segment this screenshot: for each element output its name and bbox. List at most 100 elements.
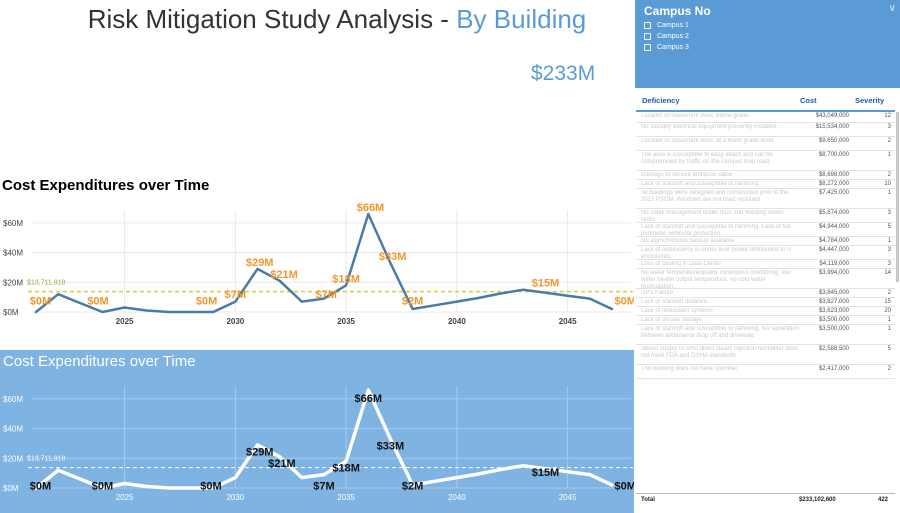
column-header-cost[interactable]: Cost: [800, 96, 817, 105]
severity-cell: 5: [887, 224, 891, 230]
slicer-option-campus-2[interactable]: Campus 2: [644, 31, 689, 42]
cost-cell: $2,588,500: [818, 346, 849, 352]
x-tick-label: 2030: [226, 317, 244, 326]
table-row[interactable]: Steam supply to AHU direct steam injecti…: [636, 345, 895, 365]
cost-cell: $4,119,000: [819, 261, 849, 267]
table-row[interactable]: Lack of redundancy in under floor power …: [636, 246, 895, 260]
table-row[interactable]: Loss of cooling in Data Center $4,119,000…: [636, 260, 895, 269]
chart2-title: Cost Expenditures over Time: [3, 353, 196, 370]
series-line: [34, 388, 614, 490]
severity-cell: 5: [887, 346, 891, 352]
deficiency-cell: Lack of redundant systems: [641, 308, 713, 314]
data-label: $2M: [402, 296, 423, 308]
data-label: $21M: [270, 269, 298, 281]
checkbox-icon[interactable]: [644, 22, 651, 29]
data-label: $66M: [357, 202, 385, 214]
deficiency-cell: Damage to service entrance cable.: [641, 172, 734, 178]
table-row[interactable]: Lack of standoff and susceptible to ramm…: [636, 180, 895, 189]
data-label: $33M: [377, 440, 405, 452]
slicer-title: Campus No: [644, 4, 711, 18]
table-row[interactable]: No water temperature/quality continuous …: [636, 269, 895, 289]
data-label: $29M: [246, 257, 274, 269]
cost-cell: $4,447,000: [818, 247, 849, 253]
severity-cell: 14: [884, 270, 891, 276]
y-tick-label: $0M: [3, 308, 19, 317]
chart1-title: Cost Expenditures over Time: [2, 177, 210, 194]
table-row[interactable]: No standby electrical equipment presentl…: [636, 123, 895, 137]
table-row[interactable]: The area is susceptible to easy attack a…: [636, 151, 895, 171]
title-highlight: By Building: [456, 4, 587, 34]
checkbox-icon[interactable]: [644, 44, 651, 51]
cost-cell: $4,784,000: [818, 238, 849, 244]
series-line: [34, 212, 614, 314]
deficiency-cell: Located on basement level, at a lower gr…: [641, 138, 775, 144]
table-row[interactable]: Lack of on-site storage. $3,500,000 1: [636, 316, 895, 325]
deficiency-cell: No cable management under floor and floo…: [641, 210, 784, 222]
severity-cell: 3: [887, 210, 891, 216]
table-total-row: Total $233,102,600 422: [636, 493, 895, 508]
total-cost: $233,102,600: [799, 497, 836, 503]
data-label: $29M: [246, 446, 274, 458]
cost-line-chart-styled[interactable]: $0M $20M $40M $60M 2025 2030 2035 2040 2045 $13,7…: [0, 350, 634, 513]
data-label: $0M: [200, 480, 221, 492]
table-row[interactable]: Lack of standoff and susceptible to ramm…: [636, 223, 895, 237]
table-row[interactable]: Lack of standoff distance. $3,827,000 15: [636, 298, 895, 307]
y-tick-label: $40M: [3, 425, 23, 434]
cost-line-chart[interactable]: $0M $20M $40M $60M 2025 2030 2035 2040 2045 $13,7…: [0, 198, 634, 333]
severity-cell: 1: [887, 152, 891, 158]
table-row[interactable]: No asynchronous backup available $4,784,0…: [636, 237, 895, 246]
data-label: $2M: [402, 480, 423, 492]
checkbox-icon[interactable]: [644, 33, 651, 40]
cost-cell: $3,623,000: [818, 308, 849, 314]
severity-cell: 20: [884, 308, 891, 314]
deficiency-cell: No standby electrical equipment presentl…: [641, 124, 778, 130]
data-label: $0M: [196, 296, 217, 308]
table-row[interactable]: No cable management under floor and floo…: [636, 209, 895, 223]
table-row[interactable]: Located on basement level, below grade. $…: [636, 112, 895, 123]
severity-cell: 3: [887, 261, 891, 267]
severity-cell: 2: [887, 366, 891, 372]
slicer-option-campus-1[interactable]: Campus 1: [644, 20, 689, 31]
severity-cell: 10: [884, 181, 891, 187]
y-tick-label: $0M: [3, 484, 19, 493]
reference-line-label: $13,711,918: [27, 456, 66, 463]
y-tick-label: $60M: [3, 395, 23, 404]
table-row[interactable]: Damage to service entrance cable. $8,698,…: [636, 171, 895, 180]
table-header: Deficiency Cost Severity: [636, 92, 895, 112]
deficiency-cell: Lack of standoff and susceptible to ramm…: [641, 224, 791, 236]
table-row[interactable]: The building does not have sprinkler $2,4…: [636, 365, 895, 379]
table-row[interactable]: Located on basement level, at a lower gr…: [636, 137, 895, 151]
data-label: $15M: [532, 278, 560, 290]
chevron-down-icon[interactable]: ∨: [888, 3, 896, 14]
x-tick-label: 2025: [116, 317, 134, 326]
severity-cell: 1: [887, 317, 891, 323]
x-tick-label: 2045: [559, 493, 577, 502]
column-header-deficiency[interactable]: Deficiency: [642, 96, 680, 105]
deficiency-cell: Lack of standoff and susceptible to ramm…: [641, 326, 799, 339]
cost-cell: $3,500,000: [818, 326, 849, 332]
y-tick-label: $20M: [3, 278, 23, 287]
deficiency-cell: No water temperature/quality continuous …: [641, 270, 791, 288]
cost-cell: $8,698,000: [818, 172, 849, 178]
cost-cell: $4,944,000: [818, 224, 849, 230]
deficiency-cell: Loss of cooling in Data Center: [641, 261, 722, 267]
severity-cell: 3: [887, 124, 891, 130]
x-tick-label: 2035: [337, 493, 355, 502]
table-row[interactable]: UPS Failure $3,845,000 2: [636, 289, 895, 298]
table-row[interactable]: All buildings were designed and construc…: [636, 189, 895, 209]
column-header-severity[interactable]: Severity: [855, 96, 885, 105]
table-scrollbar[interactable]: [896, 112, 899, 282]
severity-cell: 2: [887, 172, 891, 178]
x-tick-label: 2025: [116, 493, 134, 502]
cost-cell: $2,417,000: [818, 366, 849, 372]
table-row[interactable]: Lack of redundant systems $3,623,000 20: [636, 307, 895, 316]
deficiency-cell: All buildings were designed and construc…: [641, 190, 789, 203]
table-row[interactable]: Lack of standoff and susceptible to ramm…: [636, 325, 895, 345]
deficiency-cell: The building does not have sprinkler: [641, 366, 738, 372]
data-label: $7M: [313, 480, 334, 492]
data-label: $33M: [379, 251, 407, 263]
severity-cell: 1: [887, 190, 891, 196]
total-severity: 422: [878, 497, 889, 503]
slicer-option-campus-3[interactable]: Campus 3: [644, 42, 689, 53]
severity-cell: 1: [887, 326, 891, 332]
